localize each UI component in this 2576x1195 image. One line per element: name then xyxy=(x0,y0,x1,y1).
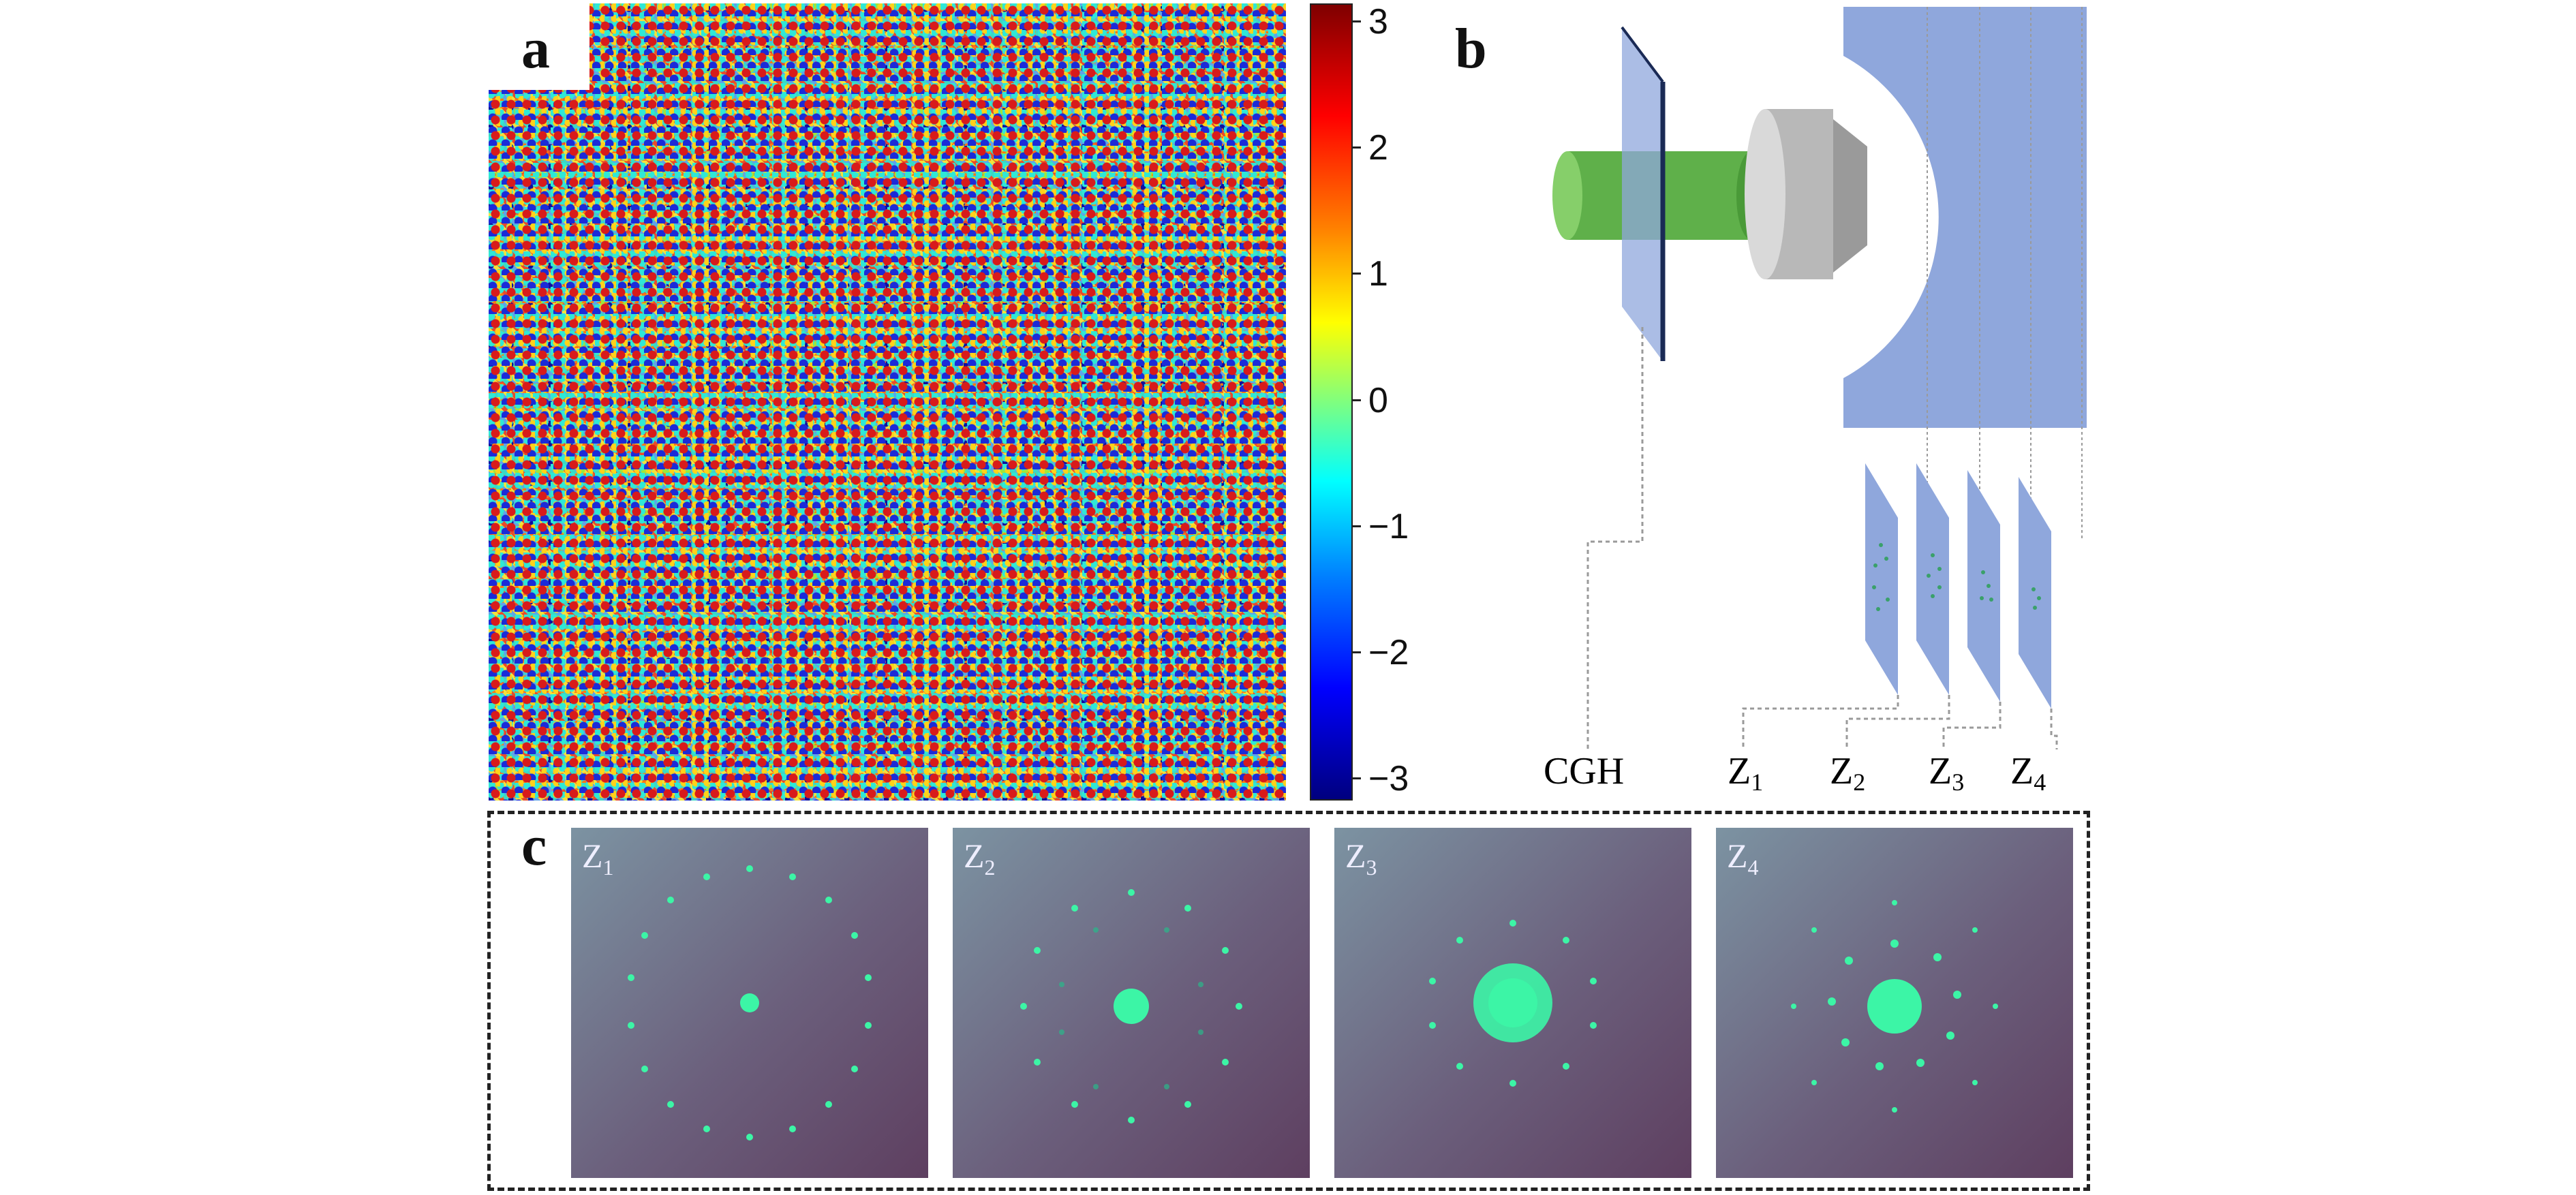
plane-label-z2: Z2 xyxy=(1830,750,1865,796)
plane-label-z3: Z3 xyxy=(1929,750,1964,796)
objective-lens xyxy=(1745,109,1867,279)
colorbar-tick-label: 3 xyxy=(1368,2,1388,42)
photo-z2-spots xyxy=(1020,889,1242,1123)
colorbar-tick-label: −2 xyxy=(1368,633,1409,672)
plane-spot-patterns xyxy=(1872,543,2041,611)
cgh-plate xyxy=(1621,26,1666,361)
colorbar-tick-label: 2 xyxy=(1368,128,1388,168)
photo-z2: Z2 xyxy=(953,828,1310,1178)
photo-label-z4: Z4 xyxy=(1727,837,1759,880)
photo-label-z3: Z3 xyxy=(1345,837,1377,880)
photo-z4-spots xyxy=(1791,900,1998,1113)
panel-a-notch xyxy=(489,0,589,90)
colorbar xyxy=(1310,3,1353,801)
colorbar-tick-label: −1 xyxy=(1368,507,1409,546)
phase-map-image xyxy=(489,3,1286,801)
photo-label-z1: Z1 xyxy=(582,837,614,880)
focus-volume xyxy=(1843,7,2087,428)
plane-lines xyxy=(1927,7,2083,538)
colorbar-tick xyxy=(1353,146,1361,149)
photo-z3-spots xyxy=(1429,920,1597,1087)
panel-b-label: b xyxy=(1455,17,1487,80)
colorbar-tick xyxy=(1353,20,1361,22)
colorbar-tick xyxy=(1353,399,1361,401)
colorbar-tick xyxy=(1353,273,1361,275)
photo-strip-frame xyxy=(487,811,2090,1191)
colorbar-tick xyxy=(1353,651,1361,653)
photo-z1-spots xyxy=(628,865,872,1140)
photo-z3: Z3 xyxy=(1334,828,1691,1178)
panel-c-label: c xyxy=(521,814,547,878)
photo-z1: Z1 xyxy=(571,828,928,1178)
photo-z4: Z4 xyxy=(1716,828,2073,1178)
colorbar-tick-label: −3 xyxy=(1368,759,1409,798)
colorbar-tick xyxy=(1353,525,1361,527)
plane-label-z4: Z4 xyxy=(2010,750,2046,796)
panel-a-label: a xyxy=(521,17,550,80)
setup-schematic: CGH Z1 Z2 Z3 Z4 xyxy=(1544,7,2087,796)
photo-label-z2: Z2 xyxy=(964,837,996,880)
plane-label-z1: Z1 xyxy=(1728,750,1763,796)
leader-lines xyxy=(1586,327,2058,749)
cgh-label: CGH xyxy=(1544,750,1624,792)
colorbar-tick-label: 1 xyxy=(1368,254,1388,294)
colorbar-tick xyxy=(1353,777,1361,779)
colorbar-tick-label: 0 xyxy=(1368,381,1388,420)
imaging-planes xyxy=(1865,463,2051,709)
